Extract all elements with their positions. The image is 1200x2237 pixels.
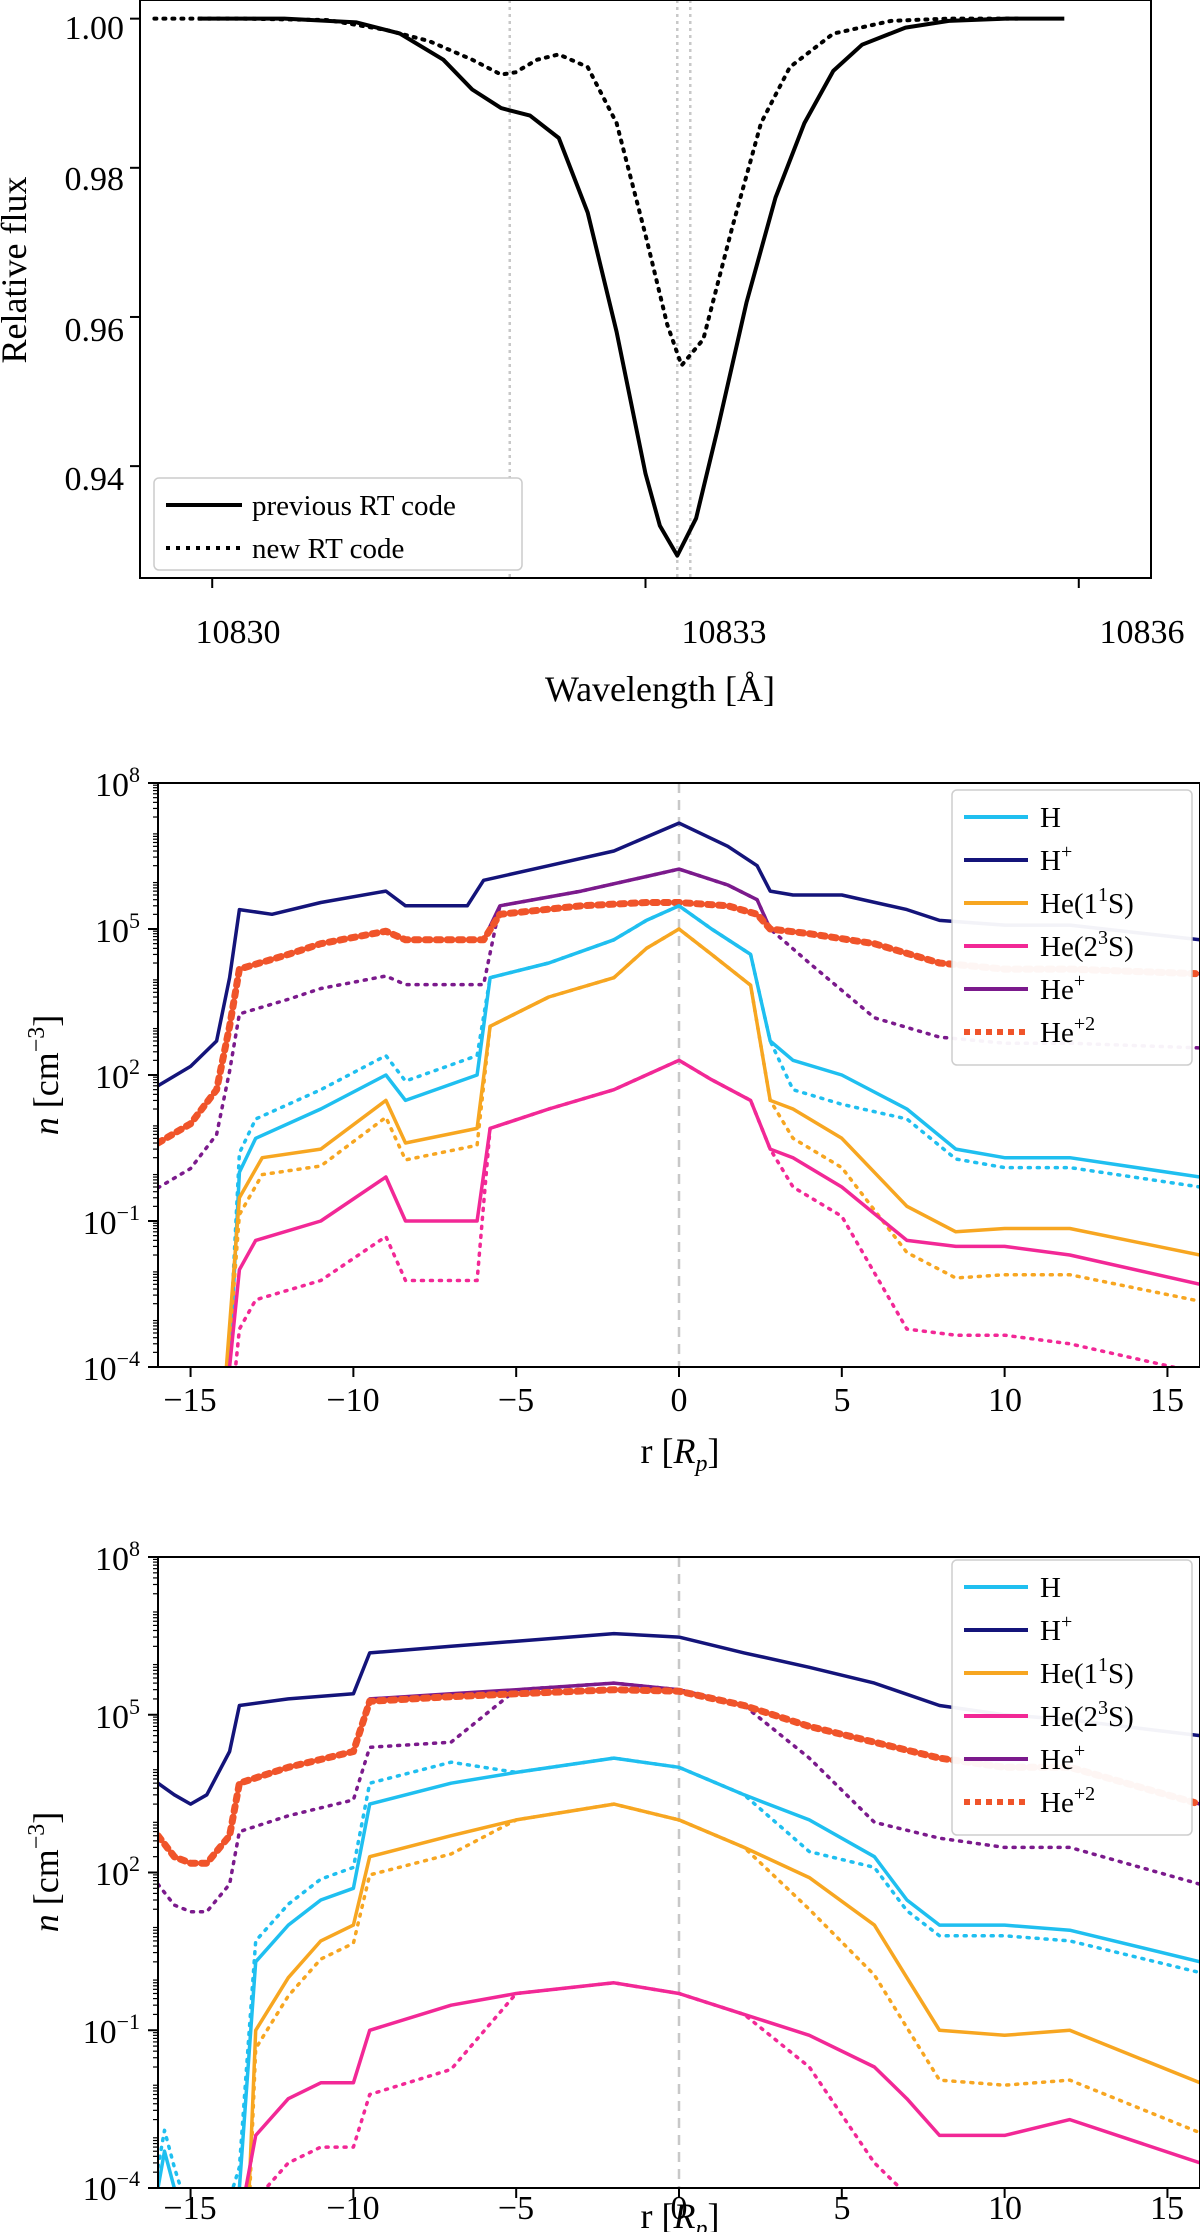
x-tick-label: 15: [1150, 2190, 1184, 2227]
series-line-dotted: [263, 1981, 903, 2188]
x-tick-label: −15: [163, 2190, 216, 2227]
y-axis-label: Relative flux: [0, 177, 34, 364]
x-axis-label: r [Rp]: [641, 1431, 720, 1477]
legend-label: new RT code: [252, 533, 404, 565]
series-line: [224, 927, 1200, 1367]
y-tick-label: 10−4: [83, 2166, 140, 2208]
panel-flux: 1.00 0.98 0.96 0.94 10830 10833 10836 Wa…: [0, 0, 1185, 709]
series-line-dotted: [158, 867, 1200, 1190]
x-tick-label: 15: [1150, 1382, 1184, 1419]
y-tick-label: 108: [95, 1536, 140, 1578]
x-tick-label: 5: [834, 2190, 851, 2227]
legend: previous RT code new RT code: [153, 477, 523, 571]
x-tick-label: 10: [988, 1382, 1022, 1419]
x-axis-label: Wavelength [Å]: [545, 669, 775, 709]
x-tick-label: 10833: [682, 614, 767, 651]
x-axis-label: r [Rp]: [641, 2196, 720, 2232]
x-tick-label: 0: [671, 2190, 688, 2227]
series-line-dotted: [158, 1756, 1200, 2188]
x-tick-label: −10: [326, 1382, 379, 1419]
y-tick-label: 0.96: [65, 312, 125, 349]
series-line: [158, 1631, 1200, 1806]
x-tick-label: −15: [163, 1382, 216, 1419]
legend: H H+ He(11S) He(23S) He+ He+2: [951, 1559, 1193, 1836]
legend-box: [153, 477, 523, 571]
legend-label: He(11S): [1040, 1654, 1134, 1690]
series-line-dotted: [152, 16, 1023, 368]
legend-label: previous RT code: [252, 490, 456, 522]
y-tick-label: 0.94: [65, 461, 125, 498]
y-tick-label: 10−1: [83, 2009, 140, 2051]
y-tick-label: 1.00: [65, 10, 125, 47]
series-line: [197, 16, 1065, 558]
x-tick-label: −10: [326, 2190, 379, 2227]
series-line: [158, 1756, 1200, 2188]
y-tick-label: 102: [95, 1054, 140, 1096]
y-tick-label: 10−4: [83, 1346, 140, 1388]
x-tick-label: −5: [498, 1382, 534, 1419]
panel-density-1: 108 105 102 10−1 10−4 −15 −10 −5 0 5 10 …: [24, 762, 1200, 1477]
legend-label: H: [1040, 1572, 1061, 1604]
y-tick-label: 108: [95, 762, 140, 804]
legend-label: H: [1040, 802, 1061, 834]
series-line: [158, 821, 1200, 1088]
legend: H H+ He(11S) He(23S) He+ He+2: [951, 789, 1193, 1066]
x-tick-label: −5: [498, 2190, 534, 2227]
x-tick-label: 0: [671, 1382, 688, 1419]
x-tick-label: 10830: [196, 614, 281, 651]
y-tick-label: 105: [95, 1694, 140, 1736]
y-tick-label: 105: [95, 908, 140, 950]
series-line: [227, 1058, 1200, 1367]
series-line: [247, 1802, 1200, 2188]
y-axis-label: n [cm−3]: [24, 1812, 66, 1933]
panel-density-2: 108 105 102 10−1 10−4 −15 −10 −5 0 5 10 …: [24, 1536, 1200, 2237]
series-line-dotted: [158, 1686, 1200, 1867]
x-tick-label: 10836: [1100, 614, 1185, 651]
legend-label: He(23S): [1040, 927, 1134, 963]
legend-label: He(23S): [1040, 1697, 1134, 1733]
y-tick-label: 0.98: [65, 161, 125, 198]
series-line: [227, 904, 1200, 1367]
y-axis-label: n [cm−3]: [24, 1015, 66, 1136]
series-line-dotted: [158, 899, 1200, 1147]
y-tick-label: 10−1: [83, 1200, 140, 1242]
series-line: [244, 1981, 1200, 2188]
series-line-dotted: [248, 1802, 1200, 2188]
x-tick-label: 5: [834, 1382, 851, 1419]
legend-label: He(11S): [1040, 884, 1134, 920]
y-tick-label: 102: [95, 1851, 140, 1893]
x-tick-label: 10: [988, 2190, 1022, 2227]
series-line-dotted: [158, 1681, 1200, 1914]
series-line-dotted: [233, 1058, 1181, 1367]
